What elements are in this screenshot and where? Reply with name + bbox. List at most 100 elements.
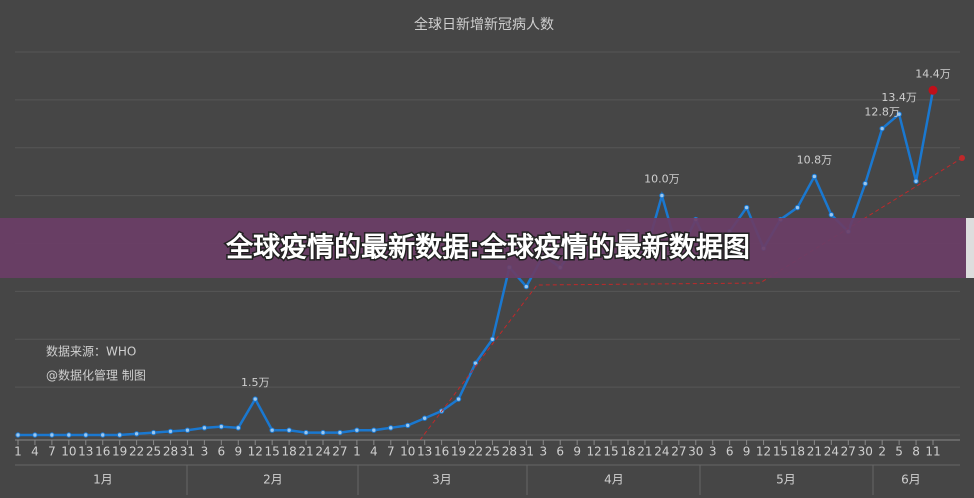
x-tick-label: 21 — [807, 445, 822, 459]
data-point — [405, 422, 411, 429]
source-note: 数据来源：WHO — [46, 344, 136, 359]
x-tick-label: 3 — [709, 445, 717, 459]
value-label: 14.4万 — [915, 67, 951, 80]
data-point — [15, 432, 21, 438]
x-tick-label: 31 — [180, 445, 195, 459]
x-tick-label: 15 — [603, 445, 618, 459]
banner-band — [0, 218, 974, 278]
banner-title: 全球疫情的最新数据:全球疫情的最新数据图 — [225, 232, 750, 264]
x-tick-label: 12 — [756, 445, 771, 459]
data-point — [235, 425, 241, 431]
data-point — [184, 427, 191, 433]
month-label: 3月 — [432, 473, 452, 487]
data-point — [83, 432, 89, 438]
x-tick-label: 27 — [841, 445, 856, 459]
x-tick-label: 25 — [146, 445, 161, 459]
data-point — [303, 429, 309, 436]
x-tick-label: 2 — [878, 445, 886, 459]
data-point — [100, 432, 106, 438]
x-tick-label: 1 — [353, 445, 361, 459]
value-label: 1.5万 — [241, 376, 270, 389]
data-point — [371, 427, 377, 433]
x-tick-label: 6 — [726, 445, 734, 459]
x-tick-label: 27 — [332, 445, 347, 459]
x-tick-label: 3 — [201, 445, 209, 459]
x-tick-label: 22 — [468, 445, 483, 459]
month-label: 2月 — [263, 473, 283, 487]
x-tick-label: 21 — [637, 445, 652, 459]
month-label: 1月 — [93, 473, 113, 487]
x-tick-label: 24 — [824, 445, 839, 459]
x-tick-label: 9 — [234, 445, 242, 459]
x-tick-label: 7 — [387, 445, 395, 459]
x-tick-label: 18 — [790, 445, 805, 459]
x-tick-label: 31 — [519, 445, 534, 459]
data-point — [49, 432, 55, 438]
x-tick-label: 3 — [539, 445, 547, 459]
x-tick-label: 18 — [620, 445, 635, 459]
x-tick-label: 5 — [895, 445, 903, 459]
data-point — [879, 125, 885, 132]
x-tick-label: 6 — [556, 445, 564, 459]
data-point — [167, 428, 174, 435]
data-point — [913, 178, 919, 184]
data-point — [32, 432, 38, 438]
data-point — [896, 111, 902, 117]
data-point — [133, 431, 140, 437]
month-label: 4月 — [604, 473, 624, 487]
x-tick-label: 24 — [315, 445, 330, 459]
x-tick-label: 27 — [671, 445, 686, 459]
chart-title: 全球日新增新冠病人数 — [414, 16, 554, 33]
x-tick-label: 28 — [502, 445, 517, 459]
data-point — [218, 423, 225, 430]
data-point — [743, 204, 750, 211]
x-tick-label: 9 — [743, 445, 751, 459]
data-point — [811, 173, 818, 180]
x-tick-label: 18 — [281, 445, 296, 459]
data-point — [523, 283, 530, 290]
x-tick-label: 15 — [265, 445, 280, 459]
credit-note: @数据化管理 制图 — [46, 368, 146, 383]
x-tick-label: 12 — [586, 445, 601, 459]
data-point — [659, 192, 665, 199]
x-tick-label: 7 — [48, 445, 56, 459]
x-tick-label: 11 — [925, 445, 940, 459]
x-tick-label: 28 — [163, 445, 178, 459]
data-point — [150, 429, 157, 436]
data-point — [862, 180, 868, 187]
value-label: 10.8万 — [797, 153, 833, 166]
data-point — [828, 212, 835, 218]
data-point — [354, 427, 360, 433]
x-tick-label: 9 — [573, 445, 581, 459]
x-tick-label: 22 — [129, 445, 144, 459]
data-point — [489, 336, 496, 342]
data-point — [320, 429, 326, 436]
x-tick-label: 16 — [95, 445, 110, 459]
data-point — [337, 429, 343, 436]
trend-end — [959, 155, 965, 161]
x-tick-label: 21 — [298, 445, 313, 459]
x-tick-label: 24 — [654, 445, 669, 459]
month-label: 5月 — [776, 473, 796, 487]
data-point — [421, 415, 428, 421]
data-point — [269, 427, 275, 433]
data-point — [286, 427, 292, 433]
x-tick-label: 13 — [417, 445, 432, 459]
x-tick-label: 4 — [31, 445, 39, 459]
x-tick-label: 13 — [78, 445, 93, 459]
x-tick-label: 4 — [370, 445, 378, 459]
value-label: 12.8万 — [864, 106, 900, 119]
x-tick-label: 15 — [773, 445, 788, 459]
x-tick-label: 25 — [485, 445, 500, 459]
value-label: 13.4万 — [881, 91, 917, 104]
data-point — [201, 425, 208, 431]
x-tick-label: 1 — [14, 445, 22, 459]
month-label: 6月 — [901, 473, 921, 487]
x-tick-label: 12 — [248, 445, 263, 459]
value-label: 10.0万 — [644, 173, 680, 186]
x-tick-label: 30 — [688, 445, 703, 459]
data-point — [66, 432, 72, 438]
data-point — [252, 396, 258, 402]
x-tick-label: 8 — [912, 445, 920, 459]
